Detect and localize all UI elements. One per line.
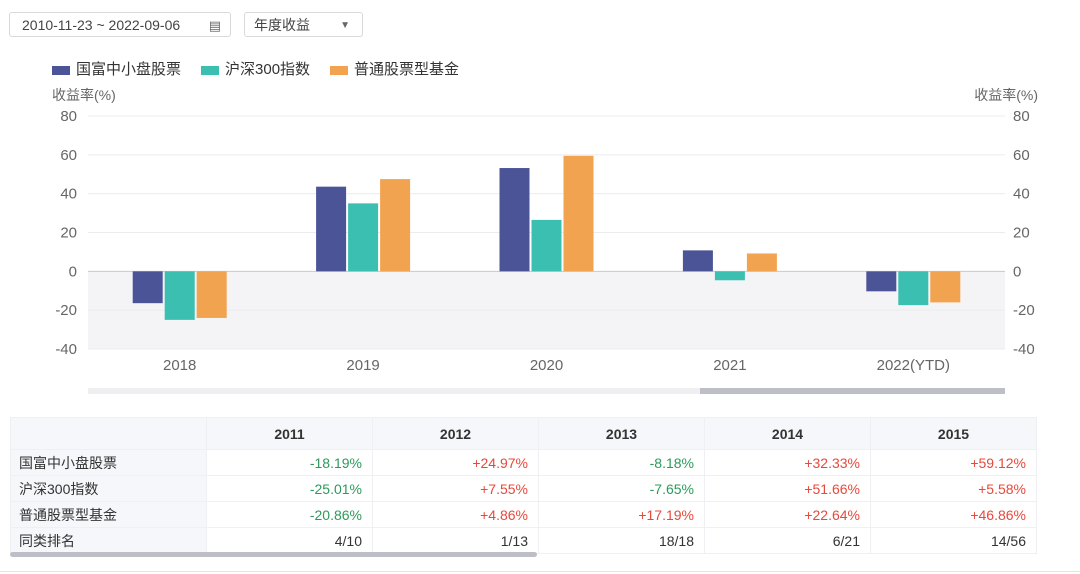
x-tick: 2018 xyxy=(163,357,196,374)
table-cell: -18.19% xyxy=(206,449,373,476)
bar-0 xyxy=(132,271,163,304)
table-cell: +7.55% xyxy=(372,475,539,502)
x-tick: 2020 xyxy=(530,357,563,374)
column-header: 2012 xyxy=(372,417,539,450)
legend-item-fund[interactable]: 国富中小盘股票 xyxy=(52,58,181,79)
y-axis-title-right: 收益率(%) xyxy=(974,87,1038,103)
row-label: 沪深300指数 xyxy=(10,475,207,502)
y-tick-right: -20 xyxy=(1013,302,1035,319)
y-tick-right: 60 xyxy=(1013,147,1030,164)
x-tick: 2019 xyxy=(346,357,379,374)
column-header: 2013 xyxy=(538,417,705,450)
y-tick-right: 80 xyxy=(1013,108,1030,125)
bar-1 xyxy=(714,271,745,281)
bar-0 xyxy=(499,168,530,272)
period-select-value: 年度收益 xyxy=(254,17,310,33)
table-cell: +59.12% xyxy=(870,449,1037,476)
y-axis-title-left: 收益率(%) xyxy=(52,87,116,103)
date-range-text: 2010-11-23 ~ 2022-09-06 xyxy=(22,17,181,33)
table-row: 普通股票型基金 -20.86% +4.86% +17.19% +22.64% +46.86… xyxy=(10,501,1037,528)
chart-legend: 国富中小盘股票 沪深300指数 普通股票型基金 xyxy=(52,58,459,79)
table-cell: 1/13 xyxy=(372,527,539,554)
bar-1 xyxy=(164,271,195,320)
table-cell: 6/21 xyxy=(704,527,871,554)
y-tick-left: 40 xyxy=(60,186,77,203)
column-header: 2011 xyxy=(206,417,373,450)
y-tick-left: -40 xyxy=(55,341,77,358)
table-row: 沪深300指数 -25.01% +7.55% -7.65% +51.66% +5.58% xyxy=(10,475,1037,502)
bar-2 xyxy=(746,253,777,272)
chevron-down-icon: ▼ xyxy=(340,20,350,31)
column-header xyxy=(10,417,207,450)
annual-returns-table: 2011 2012 2013 2014 2015 国富中小盘股票 -18.19% +24.9… xyxy=(10,417,1037,554)
column-header: 2015 xyxy=(870,417,1037,450)
table-cell: +5.58% xyxy=(870,475,1037,502)
table-row: 同类排名 4/10 1/13 18/18 6/21 14/56 xyxy=(10,527,1037,554)
bar-2 xyxy=(930,271,961,303)
date-range-picker[interactable]: 2010-11-23 ~ 2022-09-06 ▤ xyxy=(9,12,231,37)
bar-0 xyxy=(682,250,713,272)
x-tick: 2022(YTD) xyxy=(877,357,950,374)
legend-swatch xyxy=(201,65,220,75)
table-horizontal-scrollbar[interactable] xyxy=(10,552,537,557)
bar-1 xyxy=(531,219,562,272)
row-label: 普通股票型基金 xyxy=(10,501,207,528)
period-select[interactable]: 年度收益 ▼ xyxy=(244,12,363,37)
bar-1 xyxy=(898,271,929,306)
table-row: 国富中小盘股票 -18.19% +24.97% -8.18% +32.33% +59.12… xyxy=(10,449,1037,476)
y-tick-left: 20 xyxy=(60,225,77,242)
table-cell: -20.86% xyxy=(206,501,373,528)
y-tick-left: 80 xyxy=(60,108,77,125)
column-header: 2014 xyxy=(704,417,871,450)
y-tick-left: 0 xyxy=(69,263,77,280)
divider xyxy=(0,571,1080,572)
y-tick-right: 20 xyxy=(1013,225,1030,242)
bar-0 xyxy=(316,186,347,272)
table-cell: +4.86% xyxy=(372,501,539,528)
table-cell: 18/18 xyxy=(538,527,705,554)
table-cell: -7.65% xyxy=(538,475,705,502)
chart-zoom-slider[interactable] xyxy=(700,388,1005,394)
table-cell: +46.86% xyxy=(870,501,1037,528)
table-cell: -25.01% xyxy=(206,475,373,502)
bar-2 xyxy=(563,155,594,272)
table-cell: -8.18% xyxy=(538,449,705,476)
y-tick-left: 60 xyxy=(60,147,77,164)
chart-zoom-track xyxy=(88,388,1005,394)
table-cell: +17.19% xyxy=(538,501,705,528)
bar-2 xyxy=(196,271,227,318)
legend-label: 沪深300指数 xyxy=(225,61,311,78)
y-tick-right: -40 xyxy=(1013,341,1035,358)
x-tick: 2021 xyxy=(713,357,746,374)
y-tick-right: 40 xyxy=(1013,186,1030,203)
y-tick-left: -20 xyxy=(55,302,77,319)
legend-item-peer[interactable]: 普通股票型基金 xyxy=(330,58,459,79)
legend-label: 普通股票型基金 xyxy=(354,61,460,78)
bar-0 xyxy=(866,271,897,292)
table-cell: +22.64% xyxy=(704,501,871,528)
bar-1 xyxy=(348,203,379,272)
y-tick-right: 0 xyxy=(1013,263,1021,280)
table-cell: +32.33% xyxy=(704,449,871,476)
bar-2 xyxy=(380,179,411,272)
row-label: 同类排名 xyxy=(10,527,207,554)
legend-swatch xyxy=(52,65,70,75)
table-cell: 4/10 xyxy=(206,527,373,554)
row-label: 国富中小盘股票 xyxy=(10,449,207,476)
table-cell: 14/56 xyxy=(870,527,1037,554)
legend-swatch xyxy=(330,65,349,75)
legend-item-index[interactable]: 沪深300指数 xyxy=(201,58,310,79)
legend-label: 国富中小盘股票 xyxy=(76,61,182,78)
table-cell: +51.66% xyxy=(704,475,871,502)
table-cell: +24.97% xyxy=(372,449,539,476)
calendar-icon: ▤ xyxy=(208,18,221,33)
